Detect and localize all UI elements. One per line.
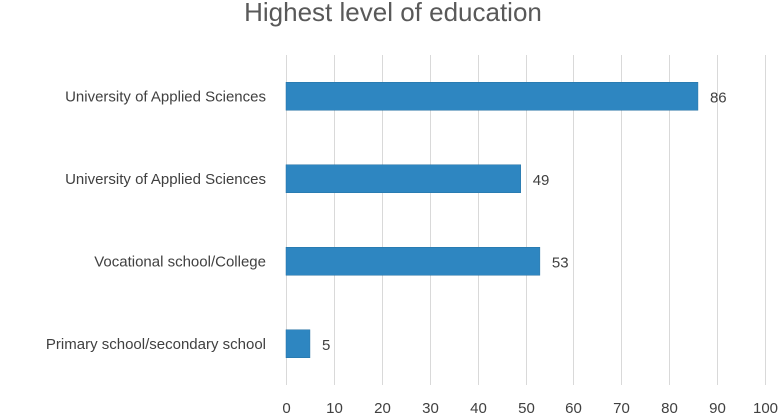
x-tick-label: 90	[709, 400, 726, 415]
x-tick-label: 70	[613, 400, 630, 415]
x-tick-label: 50	[518, 400, 535, 415]
bar	[285, 329, 311, 358]
x-tick-label: 30	[422, 400, 439, 415]
bars: 86 49 53 5	[285, 82, 727, 358]
data-label: 53	[552, 254, 569, 271]
data-label: 5	[322, 337, 330, 354]
category-label: Vocational school/College	[94, 253, 266, 270]
data-label: 86	[710, 89, 727, 106]
x-tick-label: 0	[282, 400, 290, 415]
x-tick-label: 40	[470, 400, 487, 415]
x-tick-label: 10	[326, 400, 343, 415]
x-tick-label: 100	[753, 400, 778, 415]
category-label: University of Applied Sciences	[65, 171, 266, 188]
bar	[285, 164, 521, 193]
category-label: Primary school/secondary school	[46, 336, 266, 353]
bar	[285, 82, 699, 111]
category-labels: University of Applied Sciences University…	[46, 88, 266, 353]
chart-title: Highest level of education	[244, 0, 542, 27]
category-label: University of Applied Sciences	[65, 88, 266, 105]
x-axis-ticks: 0 10 20 30 40 50 60 70 80 90 100	[282, 400, 778, 415]
bar	[285, 247, 541, 276]
x-tick-label: 60	[565, 400, 582, 415]
x-tick-label: 80	[661, 400, 678, 415]
x-tick-label: 20	[374, 400, 391, 415]
data-label: 49	[533, 172, 550, 189]
